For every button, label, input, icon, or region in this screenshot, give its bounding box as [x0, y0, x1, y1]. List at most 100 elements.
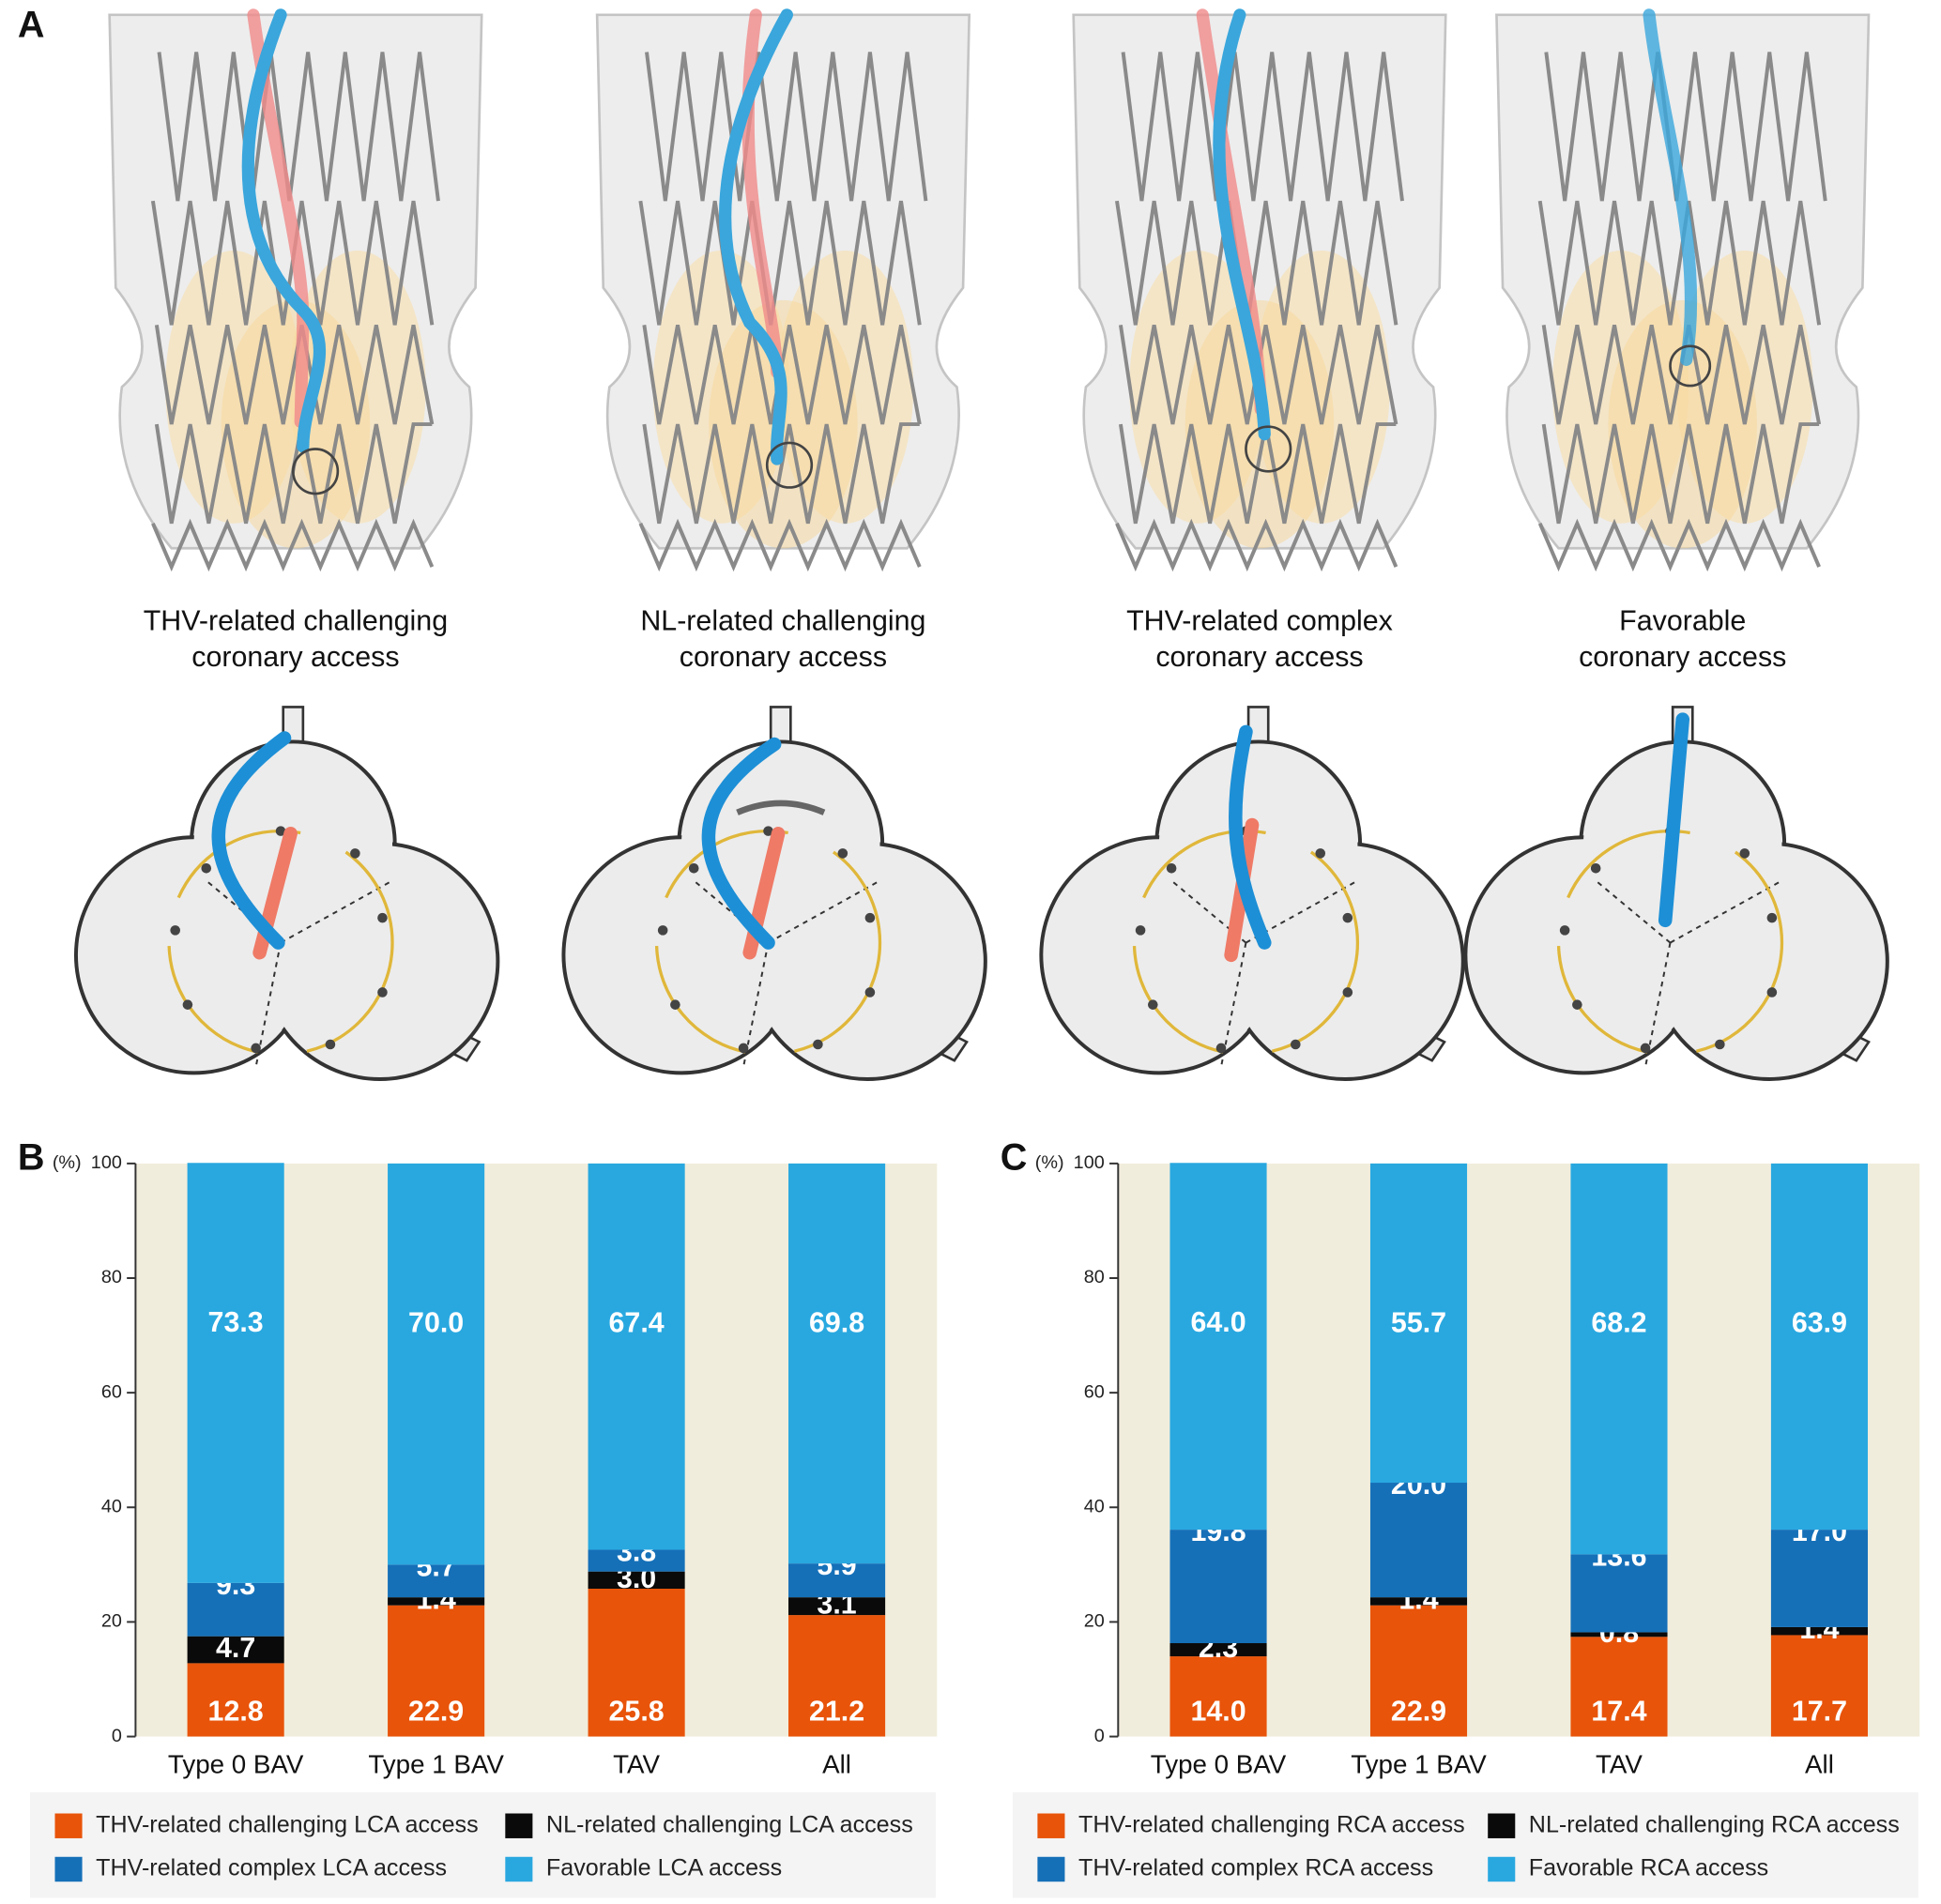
bar-segment [1570, 1632, 1668, 1637]
caption: coronary access [191, 641, 399, 673]
bar-segment [1169, 1656, 1267, 1737]
bar-segment [588, 1549, 685, 1572]
bar-segment [388, 1564, 485, 1598]
markers [291, 344, 1712, 495]
data-label: 17.4 [1591, 1695, 1646, 1727]
x-tick-label: All [1805, 1750, 1834, 1779]
x-tick-label: TAV [1596, 1750, 1643, 1779]
bar-segment [588, 1163, 685, 1550]
legend-swatch [1037, 1813, 1065, 1838]
cross-section [73, 705, 500, 1081]
bar-segment [1169, 1530, 1267, 1644]
data-label: 67.4 [609, 1307, 665, 1339]
bar-segment [1369, 1597, 1468, 1606]
bar-segment [388, 1605, 485, 1737]
legend-box [1012, 1792, 1918, 1898]
stent [1494, 12, 1871, 570]
bar-segment [1770, 1530, 1869, 1627]
bar-segment [187, 1636, 284, 1664]
x-tick-label: Type 0 BAV [1151, 1750, 1287, 1779]
bar-segment [788, 1563, 886, 1598]
y-axis-label: (%) [1035, 1152, 1064, 1173]
bar-segment [1169, 1163, 1267, 1531]
legend-box [30, 1792, 936, 1898]
legend-label: THV-related complex RCA access [1078, 1855, 1433, 1881]
panel-label: B [18, 1136, 45, 1178]
caption: coronary access [1579, 641, 1786, 673]
y-tick-label: 20 [1084, 1611, 1105, 1632]
stent [595, 12, 971, 570]
caption: Favorable [1619, 605, 1746, 637]
data-label: 25.8 [609, 1695, 665, 1727]
bar-segment [1570, 1637, 1668, 1737]
legend-swatch [1488, 1813, 1516, 1838]
bar-segment [388, 1163, 485, 1565]
bar-segment [1369, 1483, 1468, 1598]
caption: coronary access [1155, 641, 1363, 673]
caption: THV-related complex [1126, 605, 1393, 637]
y-axis-label: (%) [53, 1152, 82, 1173]
bar-segment [1570, 1163, 1668, 1555]
bar-segment [788, 1615, 886, 1737]
panel-label: C [1001, 1136, 1028, 1178]
y-tick-label: 100 [91, 1152, 122, 1173]
x-tick-label: All [822, 1750, 851, 1779]
stent [1071, 12, 1448, 570]
bar-segment [1770, 1635, 1869, 1737]
data-label: 17.7 [1792, 1695, 1847, 1727]
illustrations [73, 8, 1889, 1081]
bar-segment [788, 1163, 886, 1564]
x-tick-label: Type 0 BAV [168, 1750, 304, 1779]
bar-segment [588, 1571, 685, 1589]
legend-label: THV-related complex LCA access [96, 1855, 447, 1881]
y-tick-label: 80 [1084, 1267, 1105, 1287]
captions: THV-related challenging coronary access NL… [144, 605, 1787, 673]
data-label: 22.9 [408, 1695, 464, 1727]
legend-label: THV-related challenging RCA access [1078, 1811, 1465, 1837]
y-tick-label: 60 [1084, 1381, 1105, 1402]
data-label: 69.8 [809, 1307, 864, 1339]
y-tick-label: 60 [101, 1381, 122, 1402]
bar-segment [788, 1597, 886, 1616]
data-label: 63.9 [1792, 1307, 1847, 1339]
bar-segment [1369, 1605, 1468, 1737]
caption: NL-related challenging [640, 605, 925, 637]
catheters [241, 8, 1698, 465]
bar-segment [1770, 1163, 1869, 1531]
legend-label: Favorable RCA access [1529, 1855, 1768, 1881]
bar-segment [1169, 1643, 1267, 1657]
legend-swatch [1488, 1856, 1516, 1882]
legend-swatch [54, 1856, 83, 1882]
bar-segment [187, 1582, 284, 1637]
data-label: 68.2 [1591, 1307, 1646, 1339]
x-tick-label: Type 1 BAV [1351, 1750, 1487, 1779]
legend-label: NL-related challenging LCA access [546, 1811, 913, 1837]
y-tick-label: 0 [112, 1726, 122, 1746]
y-tick-label: 80 [101, 1267, 122, 1287]
caption: THV-related challenging [144, 605, 448, 637]
legend-label: NL-related challenging RCA access [1529, 1811, 1900, 1837]
leaflet [736, 800, 826, 815]
data-label: 14.0 [1190, 1695, 1246, 1727]
y-tick-label: 0 [1094, 1726, 1105, 1746]
data-label: 73.3 [208, 1306, 264, 1338]
y-tick-label: 40 [1084, 1497, 1105, 1517]
bar-segment [588, 1588, 685, 1737]
bar-segment [187, 1663, 284, 1737]
data-label: 21.2 [809, 1695, 864, 1727]
data-label: 12.8 [208, 1695, 264, 1727]
data-label: 22.9 [1391, 1695, 1446, 1727]
bar-segment [1570, 1554, 1668, 1633]
catheter-sections [211, 712, 1689, 963]
legend-swatch [505, 1856, 533, 1882]
y-tick-label: 20 [101, 1611, 122, 1632]
data-label: 4.7 [216, 1632, 255, 1664]
data-label: 55.7 [1391, 1307, 1446, 1339]
cross-section [561, 705, 987, 1081]
caption: coronary access [680, 641, 887, 673]
x-tick-label: Type 1 BAV [368, 1750, 504, 1779]
bar-segment [187, 1163, 284, 1583]
data-label: 70.0 [408, 1307, 464, 1339]
